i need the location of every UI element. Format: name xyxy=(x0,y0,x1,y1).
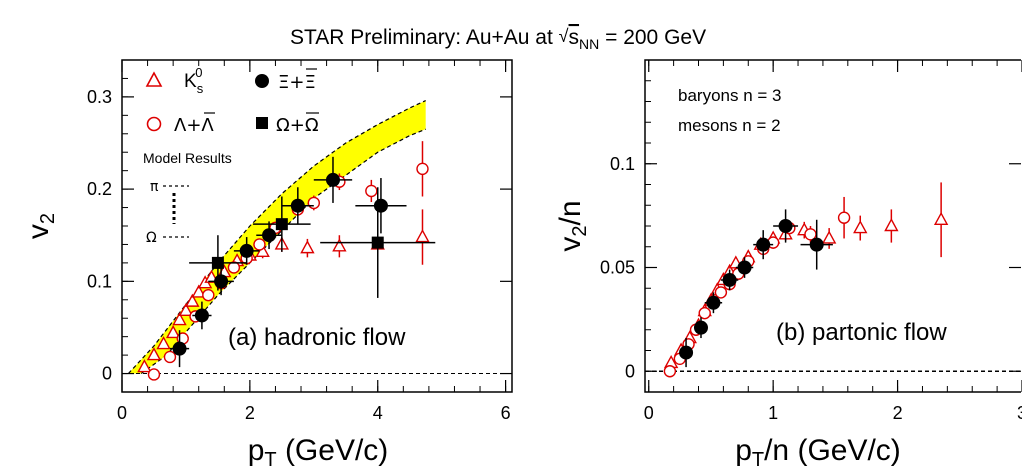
x-tick-label: 2 xyxy=(245,403,255,423)
x-axis-label: pT (GeV/c) xyxy=(248,434,389,471)
model-band-fill xyxy=(128,100,426,374)
figure-title: STAR Preliminary: Au+Au at √sNN = 200 Ge… xyxy=(290,26,706,52)
panel-hadronic-flow: 0 2 4 6 0 0.1 0.2 0.3 v2 pT (GeV/c) Ks0 Λ+Λ xyxy=(22,59,513,471)
data-point-filled-circle xyxy=(290,198,305,213)
model-label: Model Results xyxy=(143,150,232,166)
legend-entry-lambda: Λ+Λ xyxy=(146,112,215,136)
y-axis-label: v2 xyxy=(22,213,59,239)
panel-label: (a) hadronic flow xyxy=(228,324,406,351)
data-point-filled-circle xyxy=(214,274,229,289)
x-tick-label: 0 xyxy=(117,403,127,423)
y-tick-label: 0 xyxy=(625,361,635,381)
data-point-open-circle xyxy=(307,196,321,210)
legend: Ks0 Λ+Λ Ξ+Ξ Ω+Ω xyxy=(145,65,319,136)
data-point-filled-circle xyxy=(809,237,824,252)
data-point-open-circle xyxy=(147,368,161,381)
model-annotation: Model Results π Ω xyxy=(143,150,232,246)
data-point-open-circle xyxy=(698,306,711,320)
svg-text:Ξ+Ξ: Ξ+Ξ xyxy=(278,72,316,93)
data-point-filled-square xyxy=(371,236,384,249)
legend-filled-square-icon xyxy=(256,117,268,129)
data-point-triangle xyxy=(853,220,868,234)
note-mesons: mesons n = 2 xyxy=(678,116,781,135)
legend-entry-omega: Ω+Ω xyxy=(256,112,319,136)
data-point-triangle xyxy=(172,312,187,326)
data-point-filled-circle xyxy=(373,198,388,213)
data-point-open-circle xyxy=(253,238,266,251)
legend-entry-ks0: Ks0 xyxy=(145,65,204,96)
y-tick-label: 0.3 xyxy=(87,87,112,107)
data-point-open-circle xyxy=(227,261,241,274)
data-point-triangle xyxy=(821,230,837,244)
model-band-upper-edge xyxy=(127,100,426,374)
data-point-triangle xyxy=(178,302,194,317)
svg-text:Ω+Ω: Ω+Ω xyxy=(276,115,319,136)
data-point-filled-circle xyxy=(693,320,708,335)
y-tick-label: 0.1 xyxy=(87,271,112,291)
data-point-triangle xyxy=(255,243,270,258)
panel-partonic-flow: 0 1 2 3 0 0.05 0.1 v2/n pT/n (GeV/c) baryons n… xyxy=(554,59,1022,471)
data-point-open-circle xyxy=(416,162,429,176)
y-tick-label: 0 xyxy=(102,364,112,384)
panel-label: (b) partonic flow xyxy=(776,319,947,346)
data-point-filled-square xyxy=(211,256,224,269)
model-upper-label: π xyxy=(150,179,159,195)
data-point-triangle xyxy=(884,218,899,232)
legend-entry-xi: Ξ+Ξ xyxy=(255,68,317,93)
data-point-filled-circle xyxy=(239,243,254,258)
data-point-filled-circle xyxy=(325,172,340,187)
data-point-triangle xyxy=(137,359,152,373)
svg-text:Λ+Λ: Λ+Λ xyxy=(174,115,214,136)
y-tick-label: 0.05 xyxy=(600,258,635,278)
data-point-filled-square xyxy=(275,218,288,231)
x-tick-label: 6 xyxy=(501,403,511,423)
data-point-triangle xyxy=(415,229,430,243)
data-point-triangle xyxy=(933,211,949,225)
data-point-filled-circle xyxy=(756,237,771,252)
data-point-triangle xyxy=(146,347,162,361)
y-tick-label: 0.1 xyxy=(610,154,635,174)
x-tick-label: 3 xyxy=(1017,403,1022,423)
series-xi xyxy=(679,209,833,368)
data-point-open-circle xyxy=(202,288,215,302)
data-point-triangle xyxy=(185,293,200,307)
data-point-filled-circle xyxy=(172,341,187,356)
legend-filled-circle-icon xyxy=(255,74,269,88)
note-baryons: baryons n = 3 xyxy=(678,86,782,105)
data-point-filled-circle xyxy=(262,228,277,243)
x-tick-label: 1 xyxy=(768,403,778,423)
data-point-triangle xyxy=(156,336,171,350)
data-point-filled-circle xyxy=(778,219,793,233)
legend-triangle-icon xyxy=(145,71,163,87)
x-tick-label: 2 xyxy=(893,403,903,423)
data-point-open-circle xyxy=(837,211,851,224)
data-point-triangle xyxy=(300,240,315,254)
data-point-filled-circle xyxy=(706,295,721,310)
y-axis-label: v2/n xyxy=(554,200,591,251)
data-point-open-circle xyxy=(163,350,177,364)
data-point-filled-circle xyxy=(679,345,694,360)
x-tick-label: 0 xyxy=(644,403,654,423)
data-point-open-circle xyxy=(663,365,677,378)
data-point-filled-circle xyxy=(722,272,737,287)
data-point-filled-circle xyxy=(737,260,752,275)
series-omega xyxy=(189,187,436,298)
data-point-open-circle xyxy=(714,286,728,299)
x-axis-label: pT/n (GeV/c) xyxy=(735,434,901,471)
y-tick-label: 0.2 xyxy=(87,179,112,199)
data-point-triangle xyxy=(191,284,206,298)
data-point-filled-circle xyxy=(194,308,209,323)
legend-open-circle-icon xyxy=(146,116,162,132)
data-point-open-circle xyxy=(365,184,378,198)
svg-text:Ks0: Ks0 xyxy=(184,65,204,96)
data-point-triangle xyxy=(165,325,181,339)
model-lower-label: Ω xyxy=(146,230,157,246)
data-point-triangle xyxy=(332,238,347,252)
x-tick-label: 4 xyxy=(373,403,383,423)
